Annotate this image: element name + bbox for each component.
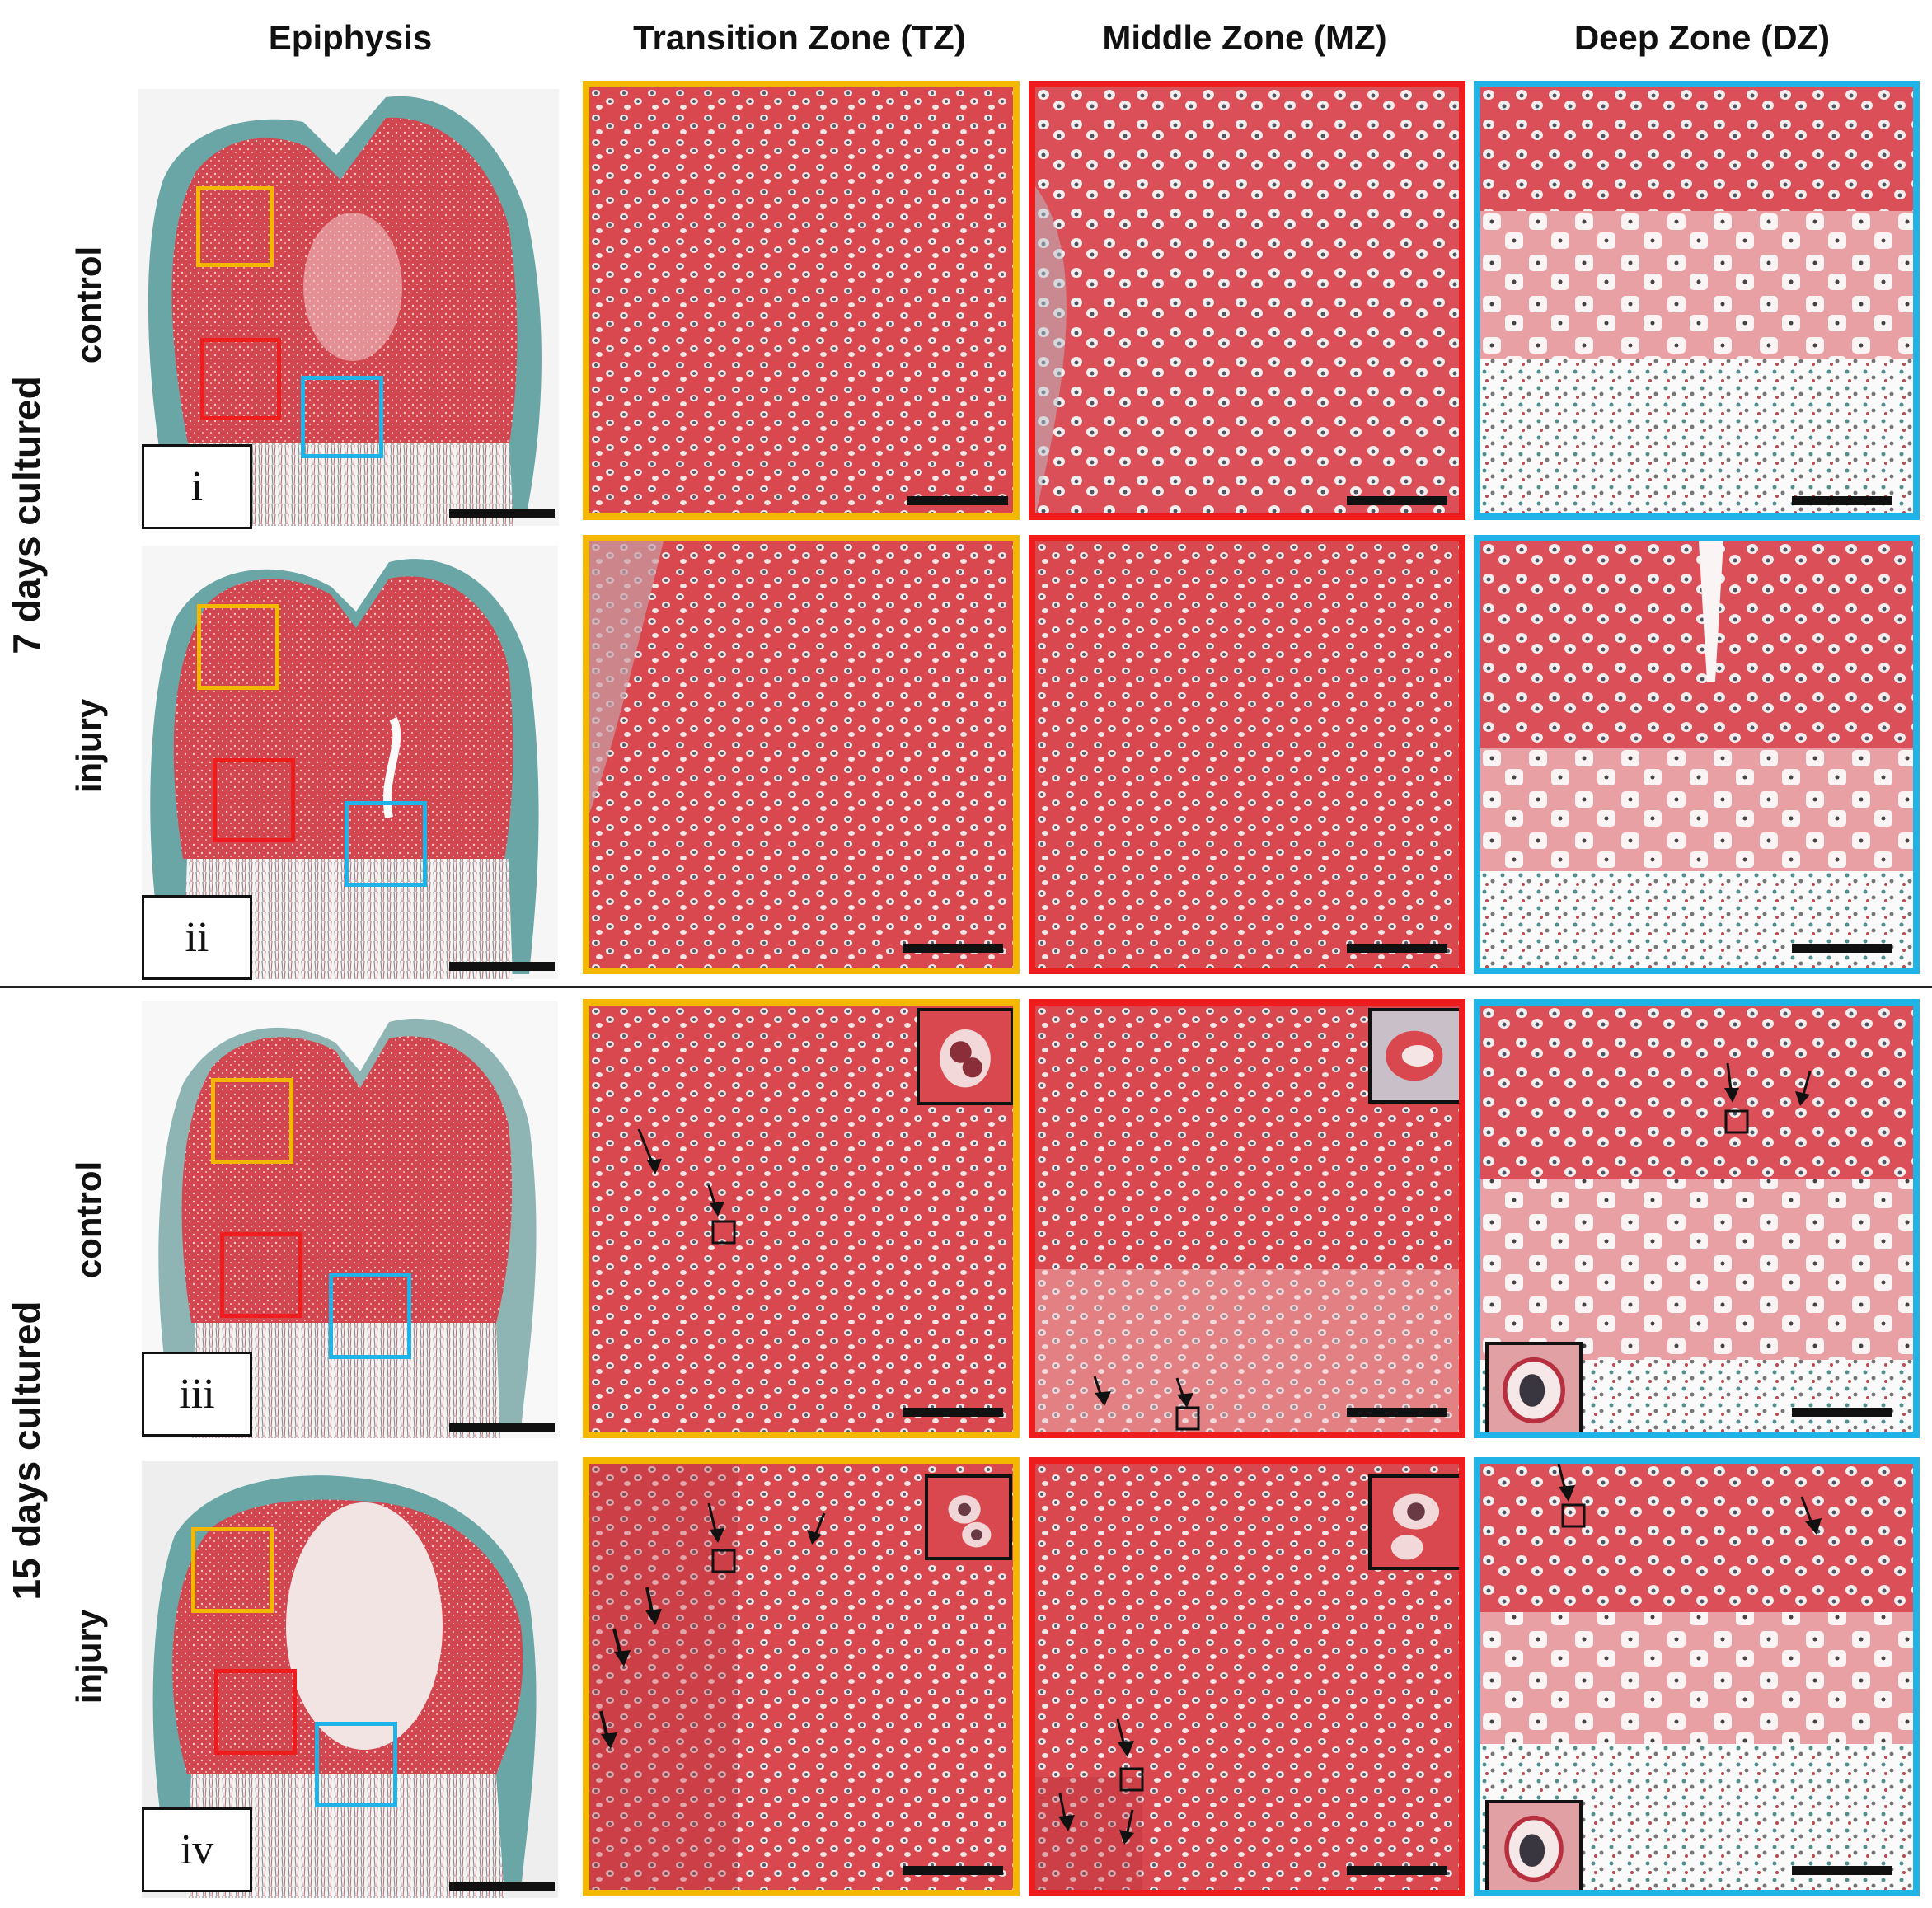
scale-bar <box>1347 944 1447 953</box>
roi-box-dz <box>329 1273 411 1359</box>
column-title-transition-zone: Transition Zone (TZ) <box>633 18 966 57</box>
scale-bar <box>1792 1866 1892 1875</box>
roi-box-tz <box>196 186 274 267</box>
dz-panel-injury-7d <box>1474 535 1920 974</box>
row-label-control-7d: control <box>69 246 108 364</box>
roi-box-mz <box>214 1669 297 1755</box>
epiphysis-image-control-15d <box>142 1001 558 1438</box>
scale-bar <box>449 962 555 971</box>
scale-bar <box>903 1866 1003 1875</box>
scale-bar <box>1792 1408 1892 1417</box>
epiphysis-image-injury-15d <box>142 1461 558 1898</box>
group-divider <box>0 986 1932 988</box>
mz-panel-control-7d <box>1029 81 1465 520</box>
panel-label-ii: ii <box>142 895 252 980</box>
magnified-cell-inset <box>1485 1342 1583 1432</box>
epiphysis-image-injury-7d <box>142 546 558 979</box>
mz-panel-control-15d <box>1029 999 1465 1438</box>
roi-box-dz <box>345 801 427 887</box>
panel-label-i: i <box>142 444 252 529</box>
panel-label-iv: iv <box>142 1807 252 1892</box>
group-label-15-days: 15 days cultured <box>5 1301 48 1601</box>
roi-box-tz <box>211 1078 293 1164</box>
tz-panel-control-15d <box>583 999 1020 1438</box>
column-title-deep-zone: Deep Zone (DZ) <box>1573 18 1831 57</box>
scale-bar <box>1347 496 1447 505</box>
dz-panel-injury-15d <box>1474 1457 1920 1896</box>
magnified-cell-inset <box>1368 1474 1459 1570</box>
panel-label-iii: iii <box>142 1352 252 1437</box>
magnified-cell-inset <box>1485 1800 1583 1890</box>
row-label-control-15d: control <box>69 1160 108 1279</box>
scale-bar <box>1347 1866 1447 1875</box>
roi-box-mz <box>220 1232 302 1318</box>
scale-bar <box>903 1408 1003 1417</box>
mz-panel-injury-7d <box>1029 535 1465 974</box>
magnified-cell-inset <box>917 1008 1013 1105</box>
roi-box-mz <box>200 338 281 420</box>
roi-box-tz <box>191 1527 274 1613</box>
epiphysis-image-control-7d <box>138 89 559 526</box>
roi-box-dz <box>301 376 383 458</box>
group-label-7-days: 7 days cultured <box>5 376 48 654</box>
scale-bar <box>449 509 555 518</box>
tz-panel-control-7d <box>583 81 1020 520</box>
scale-bar <box>903 944 1003 953</box>
magnified-cell-inset <box>1368 1008 1459 1104</box>
scale-bar <box>907 496 1008 505</box>
scale-bar <box>449 1882 555 1891</box>
roi-box-tz <box>197 604 279 690</box>
dz-panel-control-7d <box>1474 81 1920 520</box>
column-title-epiphysis: Epiphysis <box>268 18 433 57</box>
tz-panel-injury-15d <box>583 1457 1020 1896</box>
roi-box-dz <box>315 1722 397 1807</box>
tz-panel-injury-7d <box>583 535 1020 974</box>
scale-bar <box>449 1423 555 1432</box>
mz-panel-injury-15d <box>1029 1457 1465 1896</box>
roi-box-mz <box>213 758 295 842</box>
scale-bar <box>1792 496 1892 505</box>
row-label-injury-7d: injury <box>69 698 108 794</box>
magnified-cell-inset <box>925 1474 1012 1560</box>
dz-panel-control-15d <box>1474 999 1920 1438</box>
column-title-middle-zone: Middle Zone (MZ) <box>1102 18 1387 57</box>
row-label-injury-15d: injury <box>69 1609 108 1704</box>
scale-bar <box>1792 944 1892 953</box>
scale-bar <box>1347 1408 1447 1417</box>
